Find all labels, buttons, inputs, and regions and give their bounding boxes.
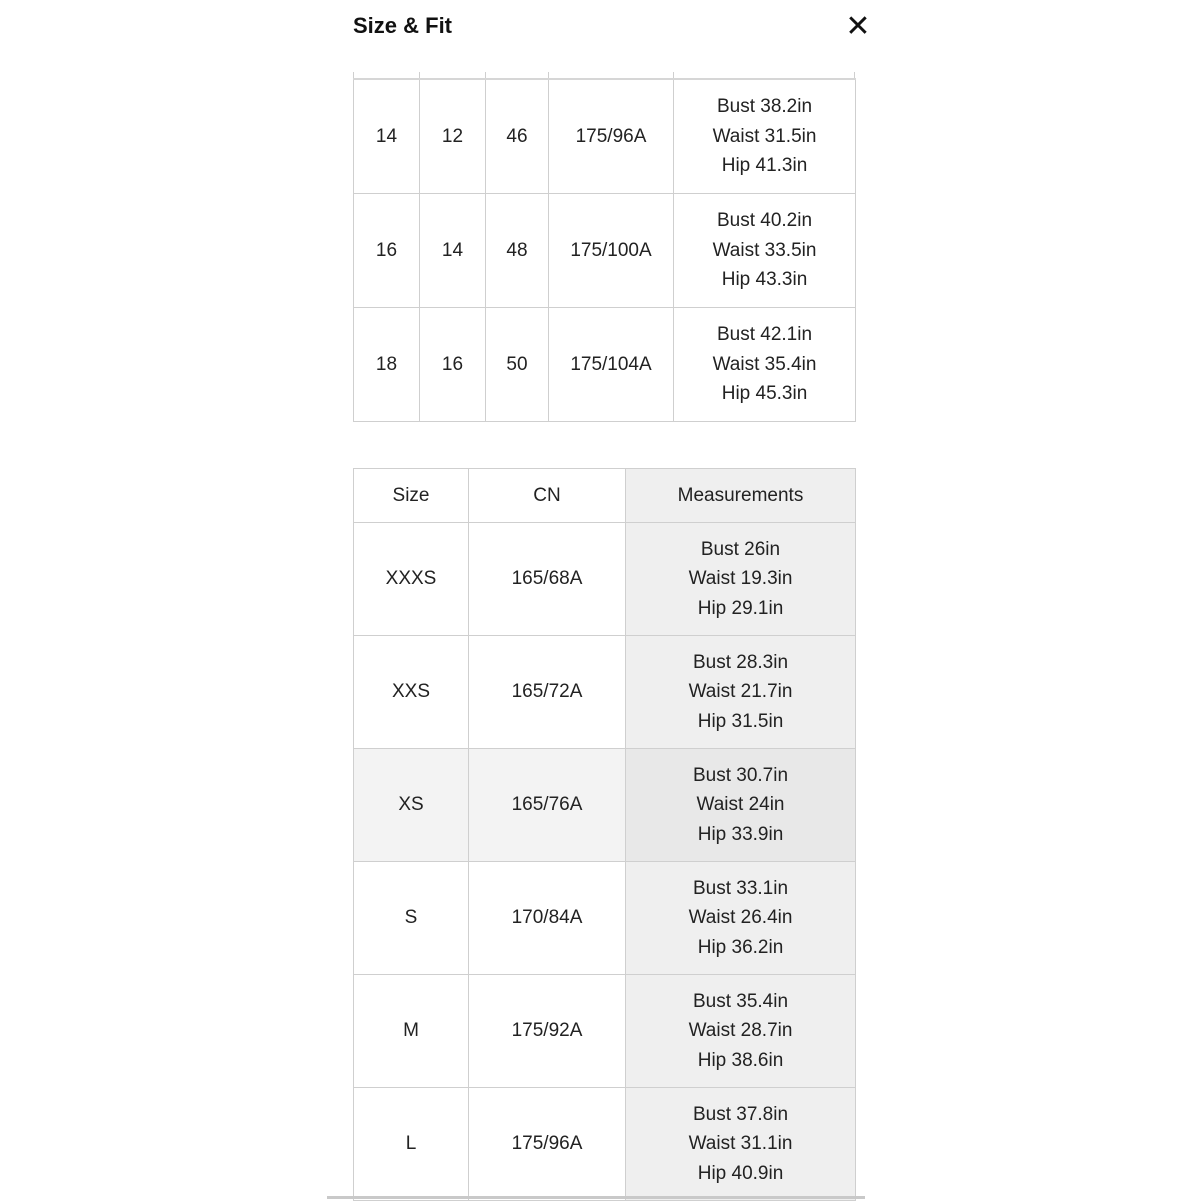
table-row: L 175/96A Bust 37.8in Waist 31.1in Hip 40.9i…	[353, 1087, 856, 1201]
measurement-bust: Bust 37.8in	[692, 1103, 789, 1125]
table-header-row: Size CN Measurements	[353, 468, 856, 523]
table-row: M 175/92A Bust 35.4in Waist 28.7in Hip 38.6i…	[353, 974, 856, 1088]
close-icon[interactable]: ✕	[845, 10, 871, 43]
measurement-hip: Hip 43.3in	[721, 269, 808, 291]
cn-cell: 175/96A	[548, 78, 674, 194]
size-cell: S	[353, 861, 469, 975]
table-row: 14 12 46 175/96A Bust 38.2in Waist 31.5in Hip …	[353, 78, 856, 194]
measurement-waist: Waist 19.3in	[688, 568, 793, 590]
measurement-hip: Hip 33.9in	[697, 823, 784, 845]
cn-cell: 165/72A	[468, 635, 626, 749]
size-cell: 50	[485, 307, 549, 422]
header-size: Size	[353, 468, 469, 523]
dialog-title: Size & Fit	[353, 13, 453, 38]
measurement-bust: Bust 33.1in	[692, 877, 789, 899]
table-row: XS 165/76A Bust 30.7in Waist 24in Hip 33.9in	[353, 748, 856, 862]
measurement-waist: Waist 21.7in	[688, 681, 793, 703]
bottom-divider	[327, 1196, 865, 1199]
measurements-cell: Bust 35.4in Waist 28.7in Hip 38.6in	[625, 974, 856, 1088]
measurement-waist: Waist 31.1in	[688, 1133, 793, 1155]
measurement-bust: Bust 38.2in	[716, 96, 813, 118]
measurements-cell: Bust 38.2in Waist 31.5in Hip 41.3in	[673, 78, 856, 194]
measurement-bust: Bust 35.4in	[692, 990, 789, 1012]
measurements-cell: Bust 33.1in Waist 26.4in Hip 36.2in	[625, 861, 856, 975]
size-cell: 18	[353, 307, 420, 422]
measurement-bust: Bust 26in	[700, 538, 781, 560]
measurement-bust: Bust 30.7in	[692, 764, 789, 786]
measurement-waist: Waist 24in	[696, 794, 785, 816]
size-cell: 16	[353, 193, 420, 308]
measurements-cell: Bust 26in Waist 19.3in Hip 29.1in	[625, 522, 856, 636]
size-cell: XXS	[353, 635, 469, 749]
size-cell: 14	[353, 78, 420, 194]
size-table-lower: Size CN Measurements XXXS 165/68A Bust 26i…	[353, 468, 856, 1201]
measurement-hip: Hip 38.6in	[697, 1049, 784, 1071]
cn-cell: 170/84A	[468, 861, 626, 975]
cn-cell: 175/104A	[548, 307, 674, 422]
measurement-hip: Hip 40.9in	[697, 1162, 784, 1184]
table-row: S 170/84A Bust 33.1in Waist 26.4in Hip 36.2i…	[353, 861, 856, 975]
size-cell: 12	[419, 78, 486, 194]
measurements-cell: Bust 28.3in Waist 21.7in Hip 31.5in	[625, 635, 856, 749]
size-cell: XS	[353, 748, 469, 862]
cn-cell: 175/100A	[548, 193, 674, 308]
size-cell: M	[353, 974, 469, 1088]
size-cell: 16	[419, 307, 486, 422]
header-measurements: Measurements	[625, 468, 856, 523]
header-cn: CN	[468, 468, 626, 523]
cn-cell: 165/68A	[468, 522, 626, 636]
measurements-cell: Bust 42.1in Waist 35.4in Hip 45.3in	[673, 307, 856, 422]
measurement-bust: Bust 28.3in	[692, 651, 789, 673]
measurement-bust: Bust 42.1in	[716, 324, 813, 346]
size-cell: L	[353, 1087, 469, 1201]
size-cell: 46	[485, 78, 549, 194]
measurement-waist: Waist 33.5in	[712, 239, 817, 261]
measurements-cell: Bust 40.2in Waist 33.5in Hip 43.3in	[673, 193, 856, 308]
measurement-hip: Hip 36.2in	[697, 936, 784, 958]
table-row: 16 14 48 175/100A Bust 40.2in Waist 33.5in Hip…	[353, 193, 856, 308]
cn-cell: 175/92A	[468, 974, 626, 1088]
measurement-hip: Hip 31.5in	[697, 710, 784, 732]
measurement-bust: Bust 40.2in	[716, 210, 813, 232]
table-row: XXS 165/72A Bust 28.3in Waist 21.7in Hip 31.…	[353, 635, 856, 749]
measurement-hip: Hip 29.1in	[697, 597, 784, 619]
table-row: XXXS 165/68A Bust 26in Waist 19.3in Hip 29.1…	[353, 522, 856, 636]
measurement-hip: Hip 41.3in	[721, 155, 808, 177]
measurements-cell: Bust 30.7in Waist 24in Hip 33.9in	[625, 748, 856, 862]
table-top-edge	[353, 72, 855, 79]
cn-cell: 165/76A	[468, 748, 626, 862]
size-cell: 48	[485, 193, 549, 308]
measurement-waist: Waist 35.4in	[712, 353, 817, 375]
measurement-waist: Waist 31.5in	[712, 125, 817, 147]
measurements-cell: Bust 37.8in Waist 31.1in Hip 40.9in	[625, 1087, 856, 1201]
measurement-waist: Waist 28.7in	[688, 1020, 793, 1042]
size-cell: XXXS	[353, 522, 469, 636]
measurement-waist: Waist 26.4in	[688, 907, 793, 929]
size-cell: 14	[419, 193, 486, 308]
measurement-hip: Hip 45.3in	[721, 383, 808, 405]
table-row: 18 16 50 175/104A Bust 42.1in Waist 35.4in Hip…	[353, 307, 856, 422]
cn-cell: 175/96A	[468, 1087, 626, 1201]
size-table-upper: 14 12 46 175/96A Bust 38.2in Waist 31.5in Hip …	[353, 78, 856, 422]
